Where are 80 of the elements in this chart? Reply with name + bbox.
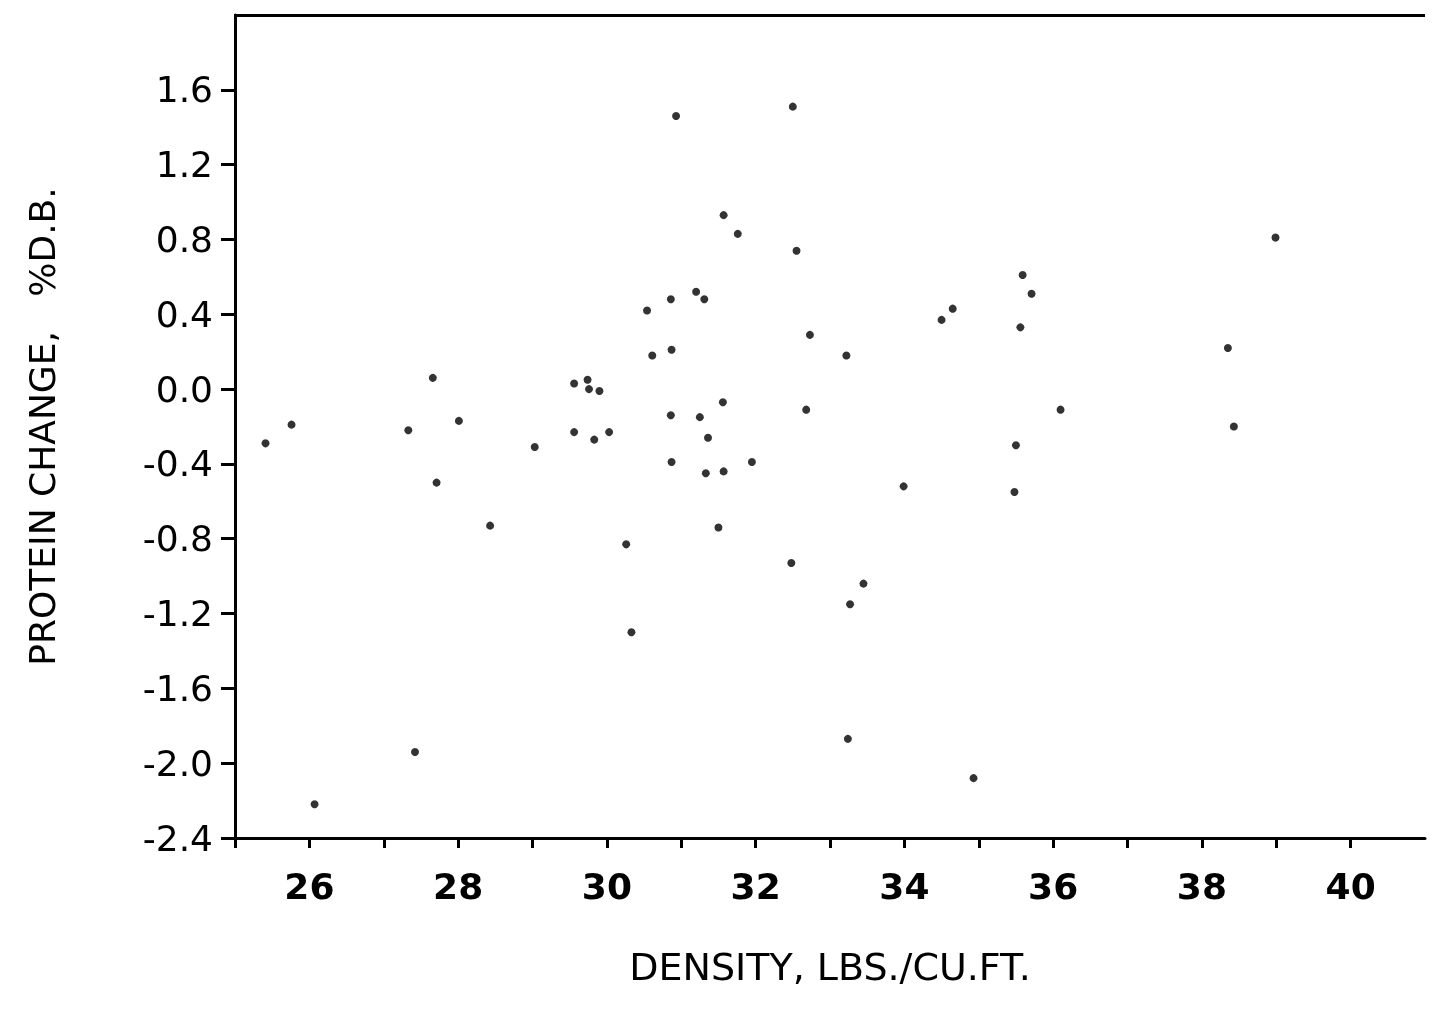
x-tick-label: 38: [1176, 865, 1227, 907]
y-tick-label: -2.0: [142, 742, 213, 784]
x-tick-label: 32: [730, 865, 781, 907]
point: [404, 426, 413, 435]
point: [411, 747, 419, 756]
point: [666, 411, 675, 420]
point: [622, 540, 631, 549]
point: [802, 405, 811, 414]
point: [692, 287, 701, 296]
point: [643, 306, 652, 315]
point: [627, 628, 636, 637]
point: [570, 428, 579, 437]
y-tick-label: 1.6: [155, 69, 213, 111]
y-tick-label: 0.8: [155, 218, 213, 260]
point: [1027, 289, 1036, 298]
point: [805, 330, 814, 339]
x-axis-title: DENSITY, LBS./CU.FT.: [629, 945, 1031, 989]
point: [595, 386, 604, 395]
point: [701, 469, 710, 478]
point: [843, 734, 852, 743]
point: [1016, 323, 1025, 332]
point: [261, 439, 270, 448]
y-axis-title: PROTEIN CHANGE, %D.B.: [21, 187, 63, 666]
y-tick-label: 1.2: [155, 144, 213, 186]
x-tick-label: 36: [1028, 865, 1079, 907]
y-tick-label: -2.4: [142, 817, 213, 859]
point: [792, 246, 801, 255]
point: [695, 413, 704, 422]
point: [310, 800, 319, 809]
point: [969, 774, 978, 783]
y-tick-label: -1.6: [142, 667, 213, 709]
point: [454, 416, 463, 425]
point: [1018, 271, 1027, 279]
x-tick-label: 34: [879, 865, 930, 907]
y-tick-label: -1.2: [142, 593, 213, 635]
point: [585, 385, 594, 394]
point: [672, 112, 681, 120]
point: [648, 351, 657, 360]
point: [700, 295, 709, 304]
point: [666, 295, 675, 304]
point: [719, 467, 728, 476]
point: [899, 482, 908, 491]
point: [719, 211, 728, 220]
point: [1010, 487, 1019, 496]
point: [1056, 405, 1065, 414]
point: [1271, 233, 1280, 242]
point: [530, 443, 539, 452]
point: [714, 523, 723, 532]
y-tick-label: 0.0: [155, 368, 213, 410]
point: [1011, 441, 1020, 450]
point: [570, 379, 579, 388]
point: [583, 375, 592, 384]
y-tick-label: -0.4: [142, 443, 213, 485]
point: [747, 458, 756, 467]
point: [948, 304, 957, 313]
point: [788, 102, 797, 111]
y-tick-label: -0.8: [142, 518, 213, 560]
x-tick-label: 40: [1325, 865, 1376, 907]
point: [428, 373, 437, 382]
point: [718, 398, 727, 407]
point: [704, 433, 713, 442]
point: [287, 420, 296, 429]
y-tick-label: 0.4: [155, 293, 213, 335]
point: [432, 478, 441, 487]
point: [667, 458, 676, 467]
point: [1223, 343, 1232, 352]
x-tick-label: 28: [433, 865, 484, 907]
x-tick-label: 30: [581, 865, 632, 907]
point: [937, 315, 946, 324]
point: [590, 435, 599, 444]
point: [787, 559, 796, 568]
point: [667, 345, 676, 354]
point: [733, 229, 742, 238]
x-tick-label: 26: [284, 865, 335, 907]
point: [486, 521, 495, 530]
point: [605, 428, 614, 437]
point: [842, 351, 851, 360]
point: [846, 600, 855, 609]
point: [1229, 422, 1238, 431]
point: [859, 579, 868, 588]
